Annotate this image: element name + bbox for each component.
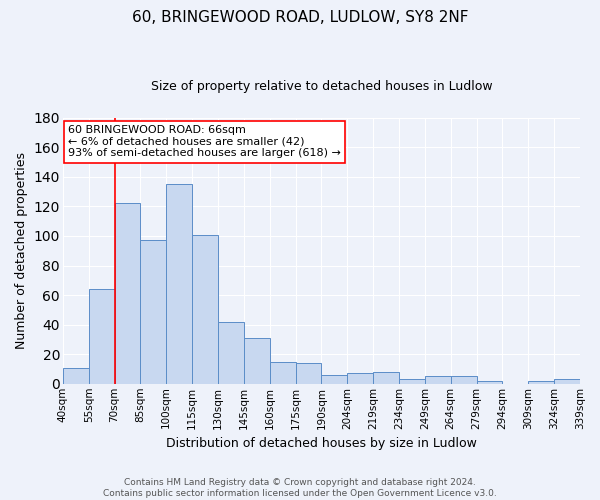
Bar <box>476 381 502 384</box>
Bar <box>399 380 425 384</box>
Bar <box>140 240 166 384</box>
Bar <box>89 289 115 384</box>
Bar <box>425 376 451 384</box>
Bar <box>451 376 476 384</box>
Bar <box>554 380 580 384</box>
Bar <box>218 322 244 384</box>
Bar <box>269 362 296 384</box>
Text: 60 BRINGEWOOD ROAD: 66sqm
← 6% of detached houses are smaller (42)
93% of semi-d: 60 BRINGEWOOD ROAD: 66sqm ← 6% of detach… <box>68 125 341 158</box>
Text: Contains HM Land Registry data © Crown copyright and database right 2024.
Contai: Contains HM Land Registry data © Crown c… <box>103 478 497 498</box>
Bar <box>192 234 218 384</box>
Text: 60, BRINGEWOOD ROAD, LUDLOW, SY8 2NF: 60, BRINGEWOOD ROAD, LUDLOW, SY8 2NF <box>132 10 468 25</box>
Bar <box>528 381 554 384</box>
Bar <box>244 338 270 384</box>
Bar <box>347 374 373 384</box>
Bar <box>166 184 192 384</box>
Y-axis label: Number of detached properties: Number of detached properties <box>15 152 28 350</box>
Bar <box>373 372 399 384</box>
Title: Size of property relative to detached houses in Ludlow: Size of property relative to detached ho… <box>151 80 492 93</box>
X-axis label: Distribution of detached houses by size in Ludlow: Distribution of detached houses by size … <box>166 437 477 450</box>
Bar <box>322 375 347 384</box>
Bar <box>63 368 89 384</box>
Bar <box>115 204 140 384</box>
Bar <box>296 363 322 384</box>
